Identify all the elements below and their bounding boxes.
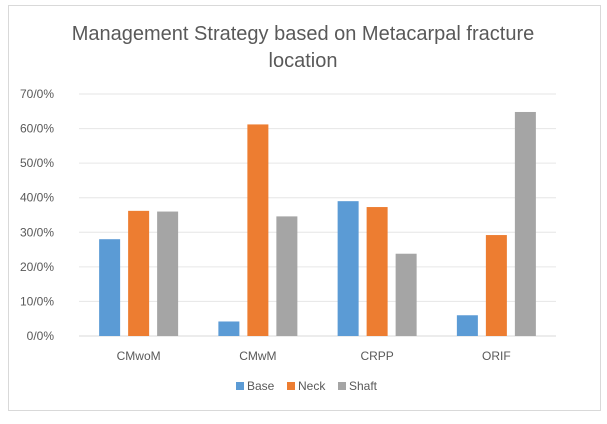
y-tick-label: 50/0%	[20, 156, 54, 170]
chart-title: Management Strategy based on Metacarpal …	[72, 23, 534, 72]
bar-shaft-crpp	[395, 253, 417, 336]
y-tick-label: 70/0%	[20, 87, 54, 101]
bar-neck-orif	[485, 235, 507, 336]
y-tick-label: 20/0%	[20, 260, 54, 274]
chart-title-line-1: Management Strategy based on Metacarpal …	[72, 23, 534, 45]
legend-swatch-neck	[287, 382, 295, 390]
gridlines	[79, 93, 556, 337]
x-axis-ticks: CMwoM CMwM CRPP ORIF	[117, 349, 511, 363]
bars	[99, 111, 536, 337]
bar-base-crpp	[337, 201, 359, 336]
chart-frame	[8, 5, 601, 411]
x-tick-label: CMwoM	[117, 349, 161, 363]
legend-label-neck: Neck	[298, 379, 326, 393]
bar-base-cmwom	[99, 239, 121, 336]
bar-shaft-cmwom	[157, 211, 179, 336]
legend-swatch-shaft	[338, 382, 346, 390]
y-tick-label: 10/0%	[20, 294, 54, 308]
x-tick-label: CRPP	[360, 349, 393, 363]
legend-label-base: Base	[247, 379, 275, 393]
x-tick-label: ORIF	[482, 349, 511, 363]
bar-neck-crpp	[366, 207, 388, 336]
bar-shaft-orif	[514, 111, 536, 336]
bar-base-orif	[456, 315, 478, 336]
legend: Base Neck Shaft	[236, 379, 378, 393]
y-axis-ticks: 0/0% 10/0% 20/0% 30/0% 40/0% 50/0% 60/0% 70/0%	[20, 87, 54, 343]
y-tick-label: 0/0%	[27, 329, 55, 343]
y-tick-label: 60/0%	[20, 122, 54, 136]
bar-neck-cmwm	[247, 124, 269, 337]
bar-base-cmwm	[218, 321, 240, 336]
bar-neck-cmwom	[128, 210, 150, 336]
x-tick-label: CMwM	[239, 349, 276, 363]
bar-shaft-cmwm	[276, 216, 298, 336]
legend-swatch-base	[236, 382, 244, 390]
y-tick-label: 40/0%	[20, 191, 54, 205]
chart-title-line-2: location	[269, 50, 338, 72]
legend-label-shaft: Shaft	[349, 379, 378, 393]
y-tick-label: 30/0%	[20, 225, 54, 239]
